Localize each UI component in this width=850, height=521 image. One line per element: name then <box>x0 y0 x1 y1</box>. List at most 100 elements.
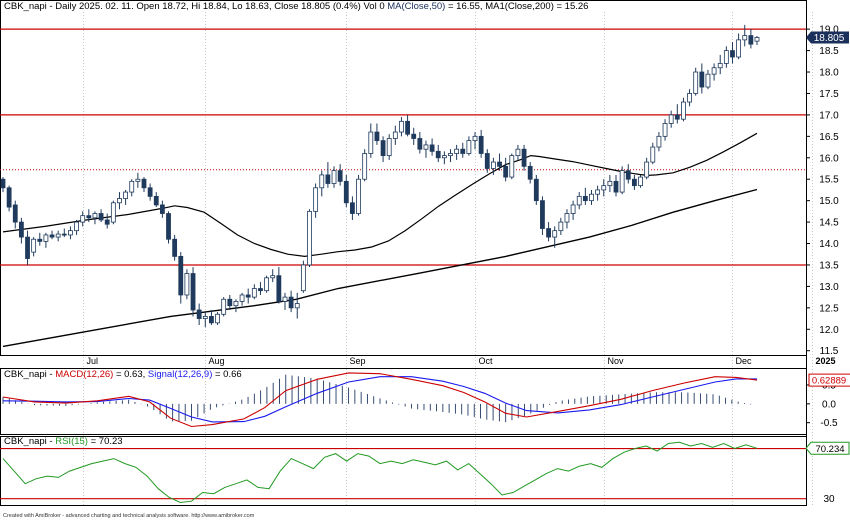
rsi-value-label: 70.234 <box>815 444 844 455</box>
month-label: Nov <box>608 356 625 366</box>
candle <box>111 201 115 225</box>
price-tick-label: 16.0 <box>819 153 839 164</box>
candle-body <box>730 51 734 57</box>
candle <box>105 214 109 229</box>
candle-body <box>516 149 520 155</box>
candle-body <box>571 205 575 214</box>
candle-body <box>565 214 569 223</box>
candle <box>357 175 361 216</box>
candle-body <box>117 199 121 203</box>
candle-body <box>510 156 514 177</box>
candle <box>614 175 618 196</box>
candle <box>173 235 177 261</box>
candle <box>191 267 195 316</box>
candle <box>252 284 256 299</box>
candle-body <box>442 156 446 158</box>
candle <box>344 175 348 207</box>
candle <box>203 312 207 327</box>
candle-body <box>283 297 287 301</box>
candle-body <box>718 63 722 67</box>
candle-body <box>577 196 581 205</box>
candle-body <box>724 51 728 64</box>
candle <box>301 261 305 293</box>
candle <box>148 184 152 201</box>
candle-body <box>406 121 410 134</box>
candle <box>706 70 710 89</box>
candle <box>724 46 728 67</box>
candle-body <box>326 175 330 184</box>
candle-body <box>553 231 557 237</box>
candle <box>412 128 416 145</box>
rsi-line <box>3 442 757 502</box>
candle-body <box>669 115 673 124</box>
macd-header: CBK_napi - MACD(12,26) = 0.63, Signal(12… <box>4 369 242 380</box>
macd-value: = 0.63, <box>113 369 148 380</box>
candle <box>185 269 189 299</box>
candle <box>326 162 330 188</box>
candle-body <box>418 138 422 149</box>
candle-body <box>295 304 299 308</box>
candle <box>32 237 36 256</box>
candle <box>424 141 428 158</box>
month-label: Dec <box>736 356 753 366</box>
candle <box>608 175 612 192</box>
candle <box>681 98 685 122</box>
candle-body <box>301 265 305 291</box>
candle <box>663 119 667 140</box>
candle <box>209 310 213 325</box>
month-label: Oct <box>479 356 494 366</box>
candle-body <box>534 179 538 200</box>
price-tick-label: 14.5 <box>819 218 839 229</box>
candle <box>430 138 434 155</box>
candle <box>369 123 373 157</box>
candle <box>583 188 587 205</box>
candle-body <box>461 149 465 153</box>
price-title: CBK_napi - Daily 2025. 02. 11. Open 18.7… <box>4 1 387 12</box>
candle <box>418 132 422 153</box>
candle <box>596 186 600 201</box>
candle-body <box>596 190 600 194</box>
candle-body <box>68 231 72 235</box>
candle-body <box>491 162 495 168</box>
candle-body <box>314 188 318 212</box>
candle <box>197 304 201 325</box>
candle-body <box>522 149 526 166</box>
candle-body <box>338 171 342 182</box>
price-tick-label: 11.5 <box>820 346 839 357</box>
candle <box>436 145 440 162</box>
price-tick-label: 12.5 <box>819 303 839 314</box>
price-tick-label: 12.0 <box>819 325 839 336</box>
candle-body <box>271 276 275 278</box>
candle <box>749 29 753 48</box>
candle <box>81 211 85 226</box>
macd-tick-label: -0.5 <box>820 418 838 429</box>
candle-body <box>56 234 60 237</box>
last-price-label: 18.805 <box>814 33 845 44</box>
candle <box>142 177 146 192</box>
candle <box>240 293 244 306</box>
rsi-header: CBK_napi - RSI(15) = 70.23 <box>4 436 123 447</box>
candle-body <box>209 316 213 322</box>
candle <box>675 104 679 123</box>
candle-body <box>44 235 48 241</box>
candle <box>626 164 630 183</box>
candle <box>448 149 452 162</box>
candle <box>498 153 502 170</box>
candle <box>7 186 11 212</box>
macd-y-axis: 0.50.0-0.5 <box>806 380 838 429</box>
candle-body <box>81 216 85 222</box>
rsi-prefix: CBK_napi - <box>4 436 55 447</box>
candle-body <box>26 237 30 258</box>
price-header: CBK_napi - Daily 2025. 02. 11. Open 18.7… <box>4 1 588 12</box>
candle <box>467 136 471 155</box>
price-tick-label: 15.0 <box>819 196 839 207</box>
candle-body <box>185 274 189 295</box>
macd-prefix: CBK_napi - <box>4 369 55 380</box>
candle <box>167 211 171 243</box>
candle-body <box>479 136 483 153</box>
candle <box>743 25 747 46</box>
candle <box>565 209 569 228</box>
candle-body <box>559 222 563 231</box>
candle-body <box>657 136 661 147</box>
rsi-tick-label: 30 <box>823 494 835 505</box>
